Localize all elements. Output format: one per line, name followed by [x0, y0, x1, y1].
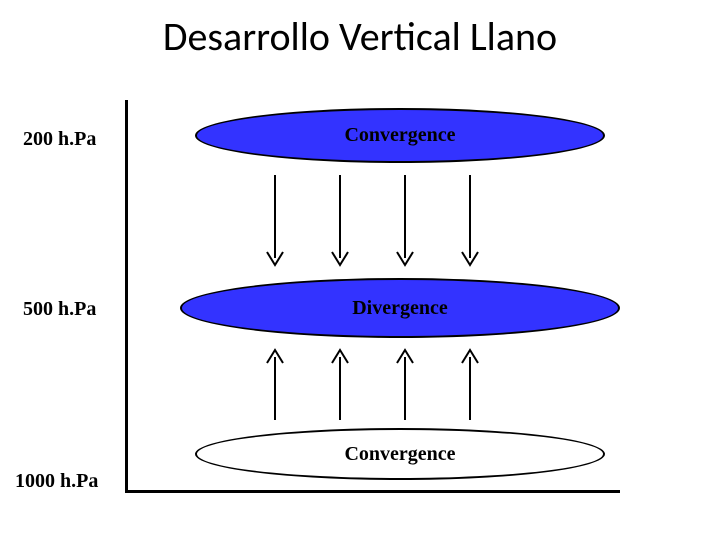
ylabel-500: 500 h.Pa [23, 298, 96, 321]
layer-top-convergence: Convergence [195, 108, 605, 163]
layer-label: Convergence [344, 443, 455, 466]
y-axis [125, 100, 128, 490]
x-axis [125, 490, 620, 493]
layer-bottom-convergence: Convergence [195, 428, 605, 480]
layer-label: Divergence [352, 297, 448, 320]
ylabel-200: 200 h.Pa [23, 128, 96, 151]
ylabel-1000: 1000 h.Pa [15, 470, 98, 493]
layer-label: Convergence [344, 124, 455, 147]
slide-title: Desarrollo Vertical Llano [0, 12, 720, 61]
layer-mid-divergence: Divergence [180, 278, 620, 338]
slide: Desarrollo Vertical Llano 200 h.Pa 500 h… [0, 0, 720, 540]
